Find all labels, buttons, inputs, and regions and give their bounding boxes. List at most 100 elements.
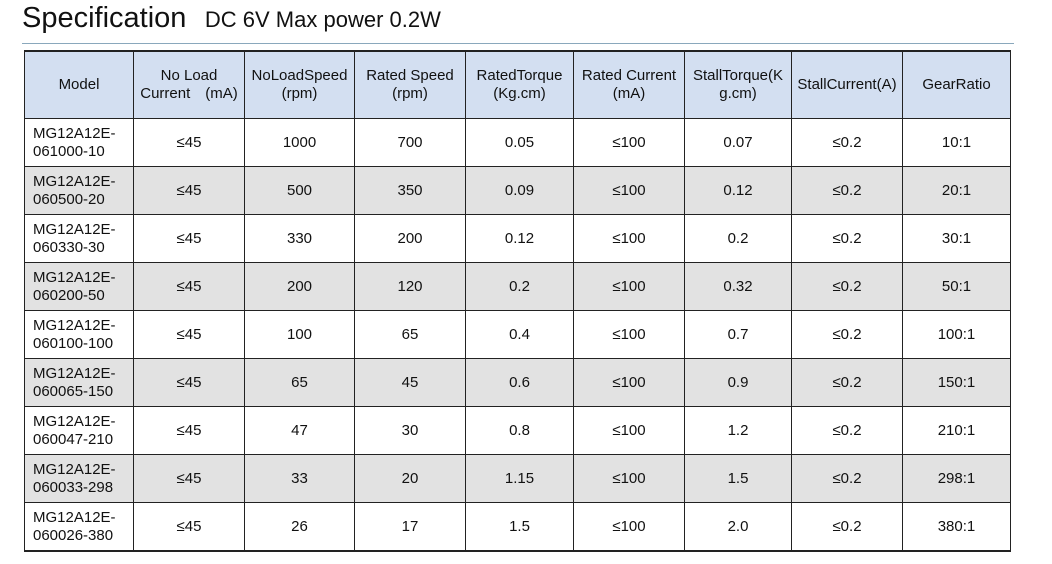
cell-rated-speed: 65 [354,310,466,359]
cell-rated-speed: 20 [354,454,466,503]
cell-no-load-current: ≤45 [133,454,245,503]
cell-stall-current: ≤0.2 [791,358,903,407]
cell-stall-torque: 1.2 [684,406,792,455]
cell-model: MG12A12E- 061000-10 [24,118,134,167]
cell-stall-torque: 0.7 [684,310,792,359]
cell-rated-current: ≤100 [573,166,685,215]
cell-rated-speed: 120 [354,262,466,311]
cell-model: MG12A12E- 060200-50 [24,262,134,311]
cell-no-load-current: ≤45 [133,310,245,359]
cell-rated-current: ≤100 [573,358,685,407]
cell-model: MG12A12E- 060033-298 [24,454,134,503]
spec-table: Model No Load Current (mA) NoLoadSpeed (rp… [24,50,1011,552]
cell-gear-ratio: 298:1 [902,454,1011,503]
header-rated-torque: RatedTorque (Kg.cm) [465,50,574,119]
cell-rated-speed: 30 [354,406,466,455]
title-row: Specification DC 6V Max power 0.2W [22,2,441,42]
cell-stall-torque: 0.9 [684,358,792,407]
cell-stall-current: ≤0.2 [791,502,903,552]
cell-stall-torque: 0.2 [684,214,792,263]
title-divider [22,43,1014,44]
cell-gear-ratio: 380:1 [902,502,1011,552]
cell-no-load-current: ≤45 [133,166,245,215]
cell-no-load-current: ≤45 [133,406,245,455]
page-title: Specification [22,2,187,34]
cell-rated-torque: 1.5 [465,502,574,552]
cell-rated-current: ≤100 [573,502,685,552]
header-rated-current: Rated Current (mA) [573,50,685,119]
cell-rated-speed: 700 [354,118,466,167]
cell-rated-speed: 45 [354,358,466,407]
table-row: MG12A12E- 060100-100 ≤45 100 65 0.4 ≤100 0.7 ≤0.… [24,310,1011,359]
page-subtitle: DC 6V Max power 0.2W [204,7,441,32]
header-model: Model [24,50,134,119]
table-row: MG12A12E- 060047-210 ≤45 47 30 0.8 ≤100 1.2 ≤0.2… [24,406,1011,455]
cell-rated-torque: 0.2 [465,262,574,311]
cell-model: MG12A12E- 060330-30 [24,214,134,263]
cell-rated-torque: 0.4 [465,310,574,359]
cell-no-load-current: ≤45 [133,118,245,167]
table-row: MG12A12E- 060500-20 ≤45 500 350 0.09 ≤100 0.12 ≤… [24,166,1011,215]
cell-stall-current: ≤0.2 [791,406,903,455]
table-row: MG12A12E- 060330-30 ≤45 330 200 0.12 ≤100 0.2 ≤0… [24,214,1011,263]
cell-stall-current: ≤0.2 [791,118,903,167]
cell-model: MG12A12E- 060065-150 [24,358,134,407]
header-rated-speed: Rated Speed (rpm) [354,50,466,119]
cell-rated-torque: 1.15 [465,454,574,503]
cell-gear-ratio: 20:1 [902,166,1011,215]
cell-no-load-speed: 200 [244,262,355,311]
cell-no-load-current: ≤45 [133,358,245,407]
cell-stall-torque: 0.32 [684,262,792,311]
cell-rated-torque: 0.12 [465,214,574,263]
cell-rated-current: ≤100 [573,262,685,311]
cell-no-load-speed: 26 [244,502,355,552]
cell-rated-speed: 17 [354,502,466,552]
cell-stall-torque: 1.5 [684,454,792,503]
cell-rated-current: ≤100 [573,406,685,455]
cell-no-load-speed: 65 [244,358,355,407]
cell-rated-current: ≤100 [573,310,685,359]
cell-model: MG12A12E- 060500-20 [24,166,134,215]
cell-stall-current: ≤0.2 [791,454,903,503]
cell-gear-ratio: 50:1 [902,262,1011,311]
cell-rated-current: ≤100 [573,214,685,263]
cell-gear-ratio: 150:1 [902,358,1011,407]
cell-model: MG12A12E- 060047-210 [24,406,134,455]
cell-no-load-speed: 100 [244,310,355,359]
table-row: MG12A12E- 060065-150 ≤45 65 45 0.6 ≤100 0.9 ≤0.2… [24,358,1011,407]
cell-stall-current: ≤0.2 [791,262,903,311]
cell-rated-current: ≤100 [573,118,685,167]
cell-stall-torque: 0.12 [684,166,792,215]
cell-gear-ratio: 210:1 [902,406,1011,455]
cell-stall-torque: 2.0 [684,502,792,552]
header-gear-ratio: GearRatio [902,50,1011,119]
cell-no-load-current: ≤45 [133,502,245,552]
cell-rated-torque: 0.8 [465,406,574,455]
cell-rated-torque: 0.05 [465,118,574,167]
cell-model: MG12A12E- 060026-380 [24,502,134,552]
cell-model: MG12A12E- 060100-100 [24,310,134,359]
cell-no-load-current: ≤45 [133,262,245,311]
cell-rated-speed: 350 [354,166,466,215]
cell-no-load-speed: 330 [244,214,355,263]
cell-rated-speed: 200 [354,214,466,263]
cell-no-load-current: ≤45 [133,214,245,263]
table-header-row: Model No Load Current (mA) NoLoadSpeed (rp… [24,50,1011,119]
header-no-load-speed: NoLoadSpeed (rpm) [244,50,355,119]
cell-no-load-speed: 500 [244,166,355,215]
cell-stall-current: ≤0.2 [791,310,903,359]
table-row: MG12A12E- 060200-50 ≤45 200 120 0.2 ≤100 0.32 ≤0… [24,262,1011,311]
table-row: MG12A12E- 060026-380 ≤45 26 17 1.5 ≤100 2.0 ≤0.2… [24,502,1011,552]
cell-stall-current: ≤0.2 [791,166,903,215]
header-stall-torque: StallTorque(K g.cm) [684,50,792,119]
header-no-load-current: No Load Current (mA) [133,50,245,119]
cell-gear-ratio: 10:1 [902,118,1011,167]
cell-rated-torque: 0.6 [465,358,574,407]
cell-stall-torque: 0.07 [684,118,792,167]
header-stall-current: StallCurrent(A) [791,50,903,119]
cell-no-load-speed: 1000 [244,118,355,167]
table-body: MG12A12E- 061000-10 ≤45 1000 700 0.05 ≤100 0.07… [24,118,1011,552]
table-row: MG12A12E- 060033-298 ≤45 33 20 1.15 ≤100 1.5 ≤0.… [24,454,1011,503]
cell-gear-ratio: 100:1 [902,310,1011,359]
table-row: MG12A12E- 061000-10 ≤45 1000 700 0.05 ≤100 0.07… [24,118,1011,167]
